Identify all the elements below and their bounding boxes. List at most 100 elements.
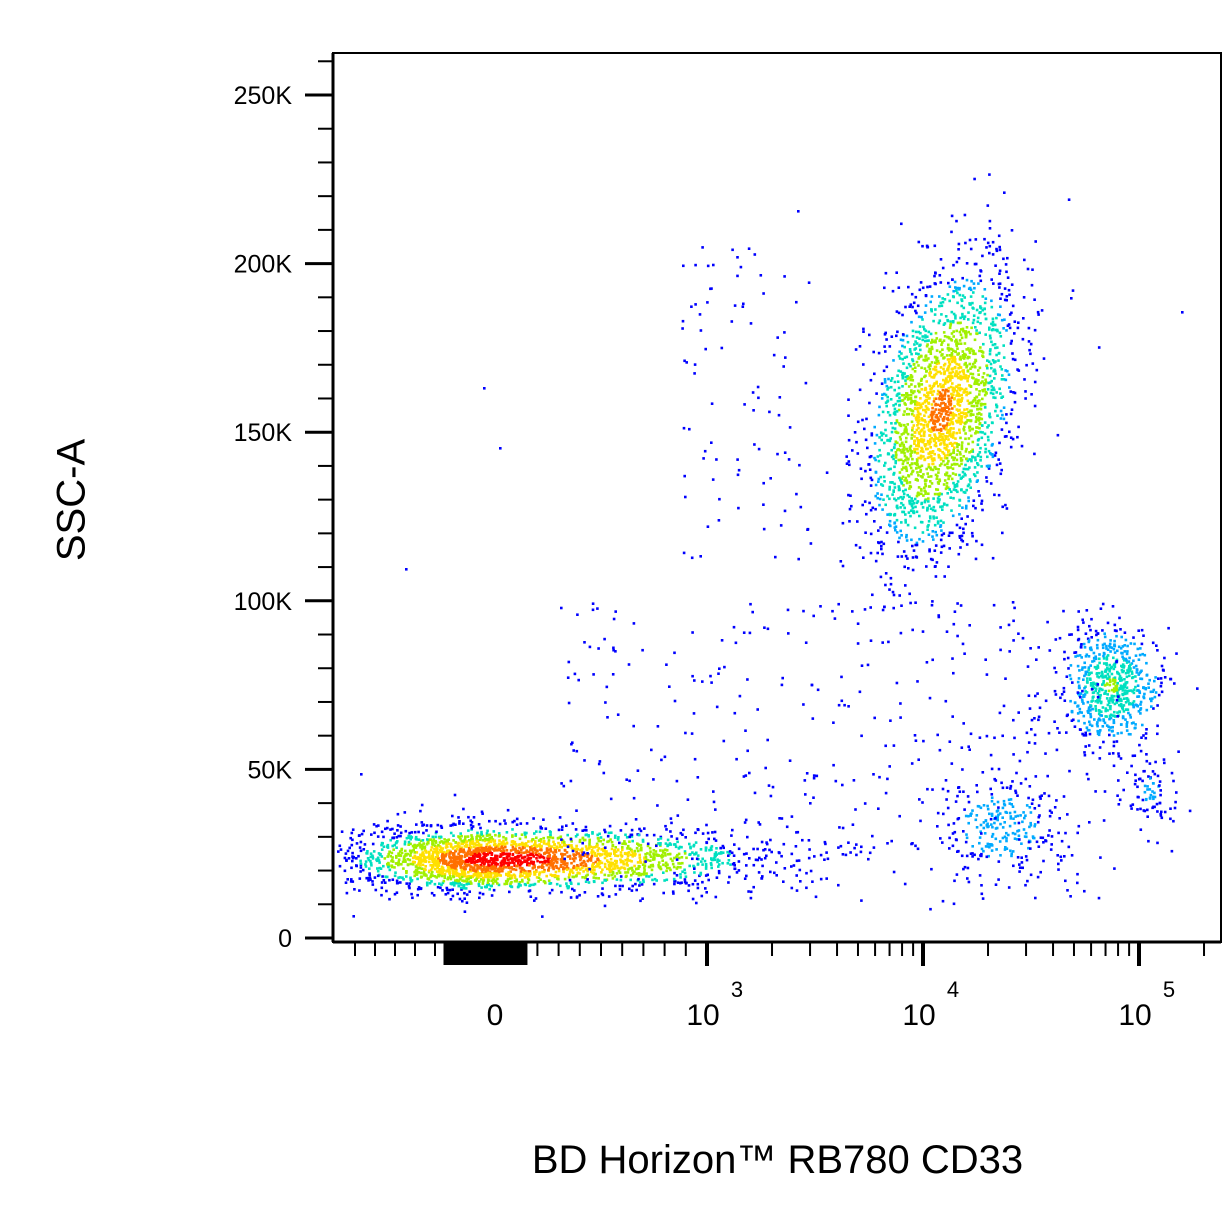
data-point xyxy=(521,880,524,883)
data-point xyxy=(841,521,845,525)
data-point xyxy=(532,862,535,866)
data-point xyxy=(915,461,919,464)
data-point xyxy=(961,506,964,509)
data-point xyxy=(1196,687,1199,690)
data-point xyxy=(619,858,622,861)
data-point xyxy=(952,289,955,293)
data-point xyxy=(685,856,688,860)
data-point xyxy=(583,876,587,879)
data-point xyxy=(501,853,504,856)
data-point xyxy=(1122,697,1126,700)
data-point xyxy=(714,851,718,854)
data-point xyxy=(488,819,491,823)
data-point xyxy=(415,869,419,872)
data-point xyxy=(1013,332,1016,335)
data-point xyxy=(978,422,982,425)
data-point xyxy=(990,379,993,383)
data-point xyxy=(868,851,872,855)
data-point xyxy=(936,437,940,440)
data-point xyxy=(1088,732,1092,736)
data-point xyxy=(854,348,858,351)
data-point xyxy=(913,451,917,454)
data-point xyxy=(994,372,997,376)
data-point xyxy=(372,823,376,826)
data-point xyxy=(981,389,985,393)
data-point xyxy=(718,852,721,855)
data-point xyxy=(347,857,351,860)
data-point xyxy=(431,870,434,874)
data-point xyxy=(886,513,889,516)
data-point xyxy=(881,484,885,487)
data-point xyxy=(425,824,429,827)
data-point xyxy=(917,352,920,356)
data-point xyxy=(636,861,640,864)
data-point xyxy=(512,861,516,865)
data-point xyxy=(554,859,557,863)
data-point xyxy=(873,520,876,523)
data-point xyxy=(971,455,974,458)
data-point xyxy=(584,852,587,856)
data-point xyxy=(338,844,342,848)
data-point xyxy=(963,342,967,345)
data-point xyxy=(461,899,464,903)
data-point xyxy=(451,814,454,818)
data-point xyxy=(547,843,551,847)
data-point xyxy=(370,864,373,867)
data-point xyxy=(452,860,456,864)
data-point xyxy=(990,421,994,424)
data-point xyxy=(1099,713,1102,717)
data-point xyxy=(934,397,938,400)
data-point xyxy=(955,483,959,486)
data-point xyxy=(948,547,951,550)
data-point xyxy=(1027,326,1031,330)
data-point xyxy=(397,863,400,867)
data-point xyxy=(487,838,490,842)
data-point xyxy=(1101,706,1105,709)
data-point xyxy=(393,832,396,835)
data-point xyxy=(510,885,513,888)
data-point xyxy=(634,882,637,886)
data-point xyxy=(487,866,490,870)
data-point xyxy=(671,862,675,866)
data-point xyxy=(1002,356,1006,359)
data-point xyxy=(944,404,947,407)
data-point xyxy=(504,852,508,856)
data-point xyxy=(930,426,934,430)
data-point xyxy=(606,867,609,871)
data-point xyxy=(913,343,916,346)
data-point xyxy=(942,483,946,486)
data-point xyxy=(491,847,495,851)
data-point xyxy=(569,868,573,872)
data-point xyxy=(997,359,1000,362)
data-point xyxy=(613,836,617,839)
data-point xyxy=(651,863,654,867)
data-point xyxy=(687,884,691,887)
data-point xyxy=(650,868,654,872)
data-point xyxy=(916,471,919,474)
data-point xyxy=(441,852,444,856)
data-point xyxy=(960,328,963,331)
data-point xyxy=(438,882,441,885)
data-point xyxy=(380,843,383,847)
data-point xyxy=(605,854,609,858)
data-point xyxy=(666,866,669,870)
data-point xyxy=(939,505,942,509)
data-point xyxy=(526,873,529,876)
data-point xyxy=(706,873,709,877)
data-point xyxy=(945,456,949,460)
data-point xyxy=(579,857,582,861)
data-point xyxy=(419,871,423,875)
data-point xyxy=(894,461,897,465)
data-point xyxy=(946,405,950,409)
data-point xyxy=(973,365,977,369)
data-point xyxy=(500,860,504,864)
data-point xyxy=(983,382,986,385)
data-point xyxy=(511,840,514,843)
data-point xyxy=(893,465,896,469)
data-point xyxy=(463,865,466,868)
data-point xyxy=(909,509,913,512)
data-point xyxy=(637,849,640,853)
data-point xyxy=(409,876,412,880)
data-point xyxy=(765,842,769,846)
data-point xyxy=(488,875,491,879)
